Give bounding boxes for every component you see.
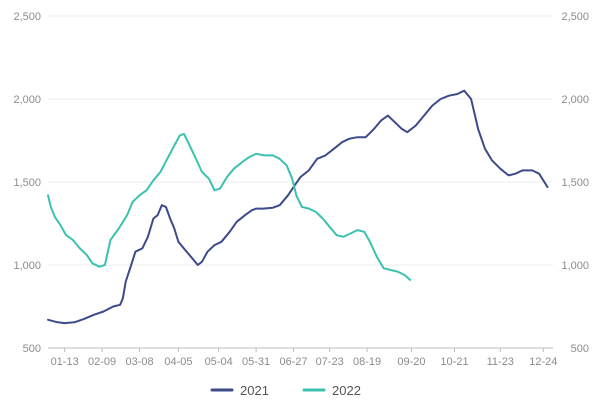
x-tick-label: 02-09 <box>88 356 116 368</box>
x-tick-label: 09-20 <box>397 356 425 368</box>
x-tick-label: 03-08 <box>125 356 153 368</box>
y-axis-left-ticks: 500 1,000 1,500 2,000 2,500 <box>13 11 41 355</box>
x-tick-label: 04-05 <box>164 356 192 368</box>
x-tick-label: 05-31 <box>242 356 270 368</box>
x-tick-label: 01-13 <box>51 356 79 368</box>
y-axis-right-ticks: 500 1,000 1,500 2,000 2,500 <box>561 11 589 355</box>
x-tick-label: 11-23 <box>487 356 514 368</box>
x-tick-label: 10-21 <box>440 356 468 368</box>
y-tick-label: 2,000 <box>13 94 41 106</box>
y-tick-label-right: 2,000 <box>561 94 589 106</box>
x-tick-label: 08-19 <box>353 356 381 368</box>
y-tick-label-right: 500 <box>571 343 589 355</box>
x-tick-label: 07-23 <box>316 356 344 368</box>
series-lines <box>47 89 549 325</box>
legend-item-2022[interactable]: 2022 <box>302 383 361 398</box>
x-tick-label: 06-27 <box>279 356 307 368</box>
y-tick-label: 1,500 <box>13 177 41 189</box>
legend-label: 2022 <box>332 383 361 398</box>
series-line-2021 <box>47 89 549 325</box>
legend-label: 2021 <box>240 383 269 398</box>
x-axis-ticks: 01-13 02-09 03-08 04-05 05-04 05-31 06-27 07-23… <box>51 348 557 368</box>
grid-lines <box>48 15 553 266</box>
x-tick-label: 05-04 <box>205 356 233 368</box>
legend[interactable]: 2021 2022 <box>210 383 361 398</box>
y-tick-label-right: 1,000 <box>561 260 589 272</box>
x-tick-label: 12-24 <box>529 356 557 368</box>
y-tick-label-right: 1,500 <box>561 177 589 189</box>
y-tick-label: 500 <box>23 343 41 355</box>
legend-item-2021[interactable]: 2021 <box>210 383 269 398</box>
y-tick-label: 1,000 <box>13 260 41 272</box>
y-tick-label-right: 2,500 <box>561 11 589 23</box>
series-line-2022 <box>47 132 412 281</box>
y-tick-label: 2,500 <box>13 11 41 23</box>
